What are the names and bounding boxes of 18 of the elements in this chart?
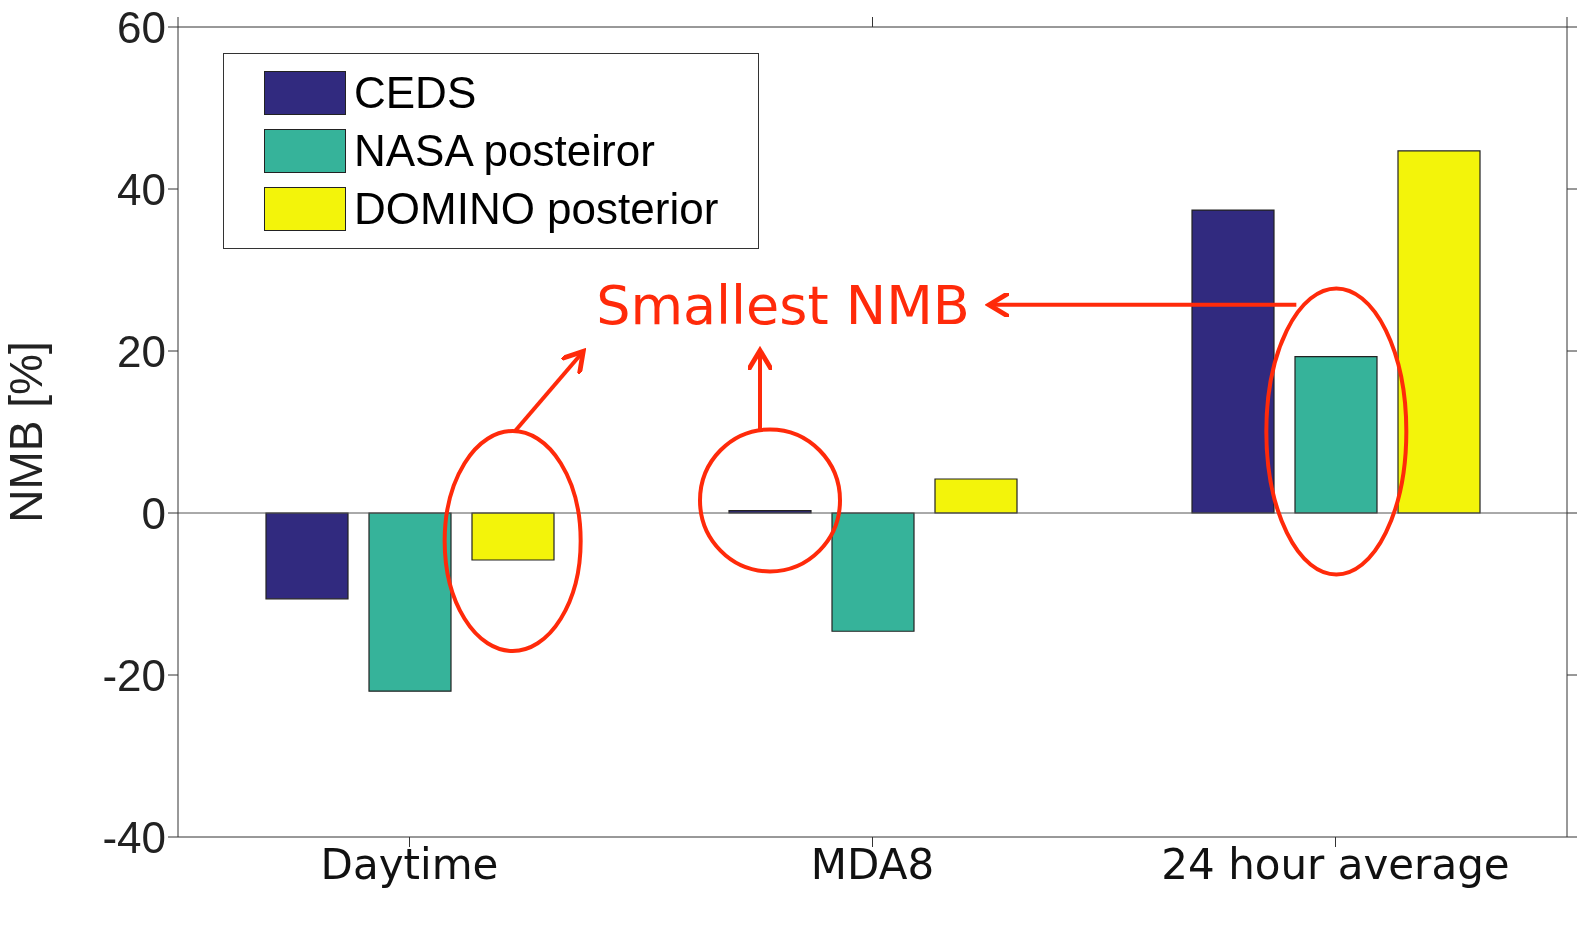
y-tick-label: -20: [102, 650, 166, 700]
y-tick-label: 40: [117, 164, 166, 214]
legend-label: NASA posteiror: [354, 126, 655, 176]
y-tick-label: -40: [102, 812, 166, 862]
y-tick-label: 0: [141, 488, 166, 538]
x-tick-label: 24 hour average: [1161, 839, 1510, 889]
y-axis-title: NMB [%]: [0, 341, 53, 523]
y-tick-label: 20: [117, 326, 166, 376]
bar: [265, 512, 349, 600]
x-tick-label: Daytime: [320, 839, 499, 889]
y-tick-label: 60: [117, 2, 166, 52]
legend-label: CEDS: [354, 68, 477, 118]
bar: [934, 478, 1018, 514]
legend-label: DOMINO posterior: [354, 184, 719, 234]
bar: [471, 512, 555, 561]
annotation: Smallest NMB: [596, 274, 970, 338]
bar: [1294, 356, 1378, 514]
x-tick-label: MDA8: [810, 839, 935, 889]
